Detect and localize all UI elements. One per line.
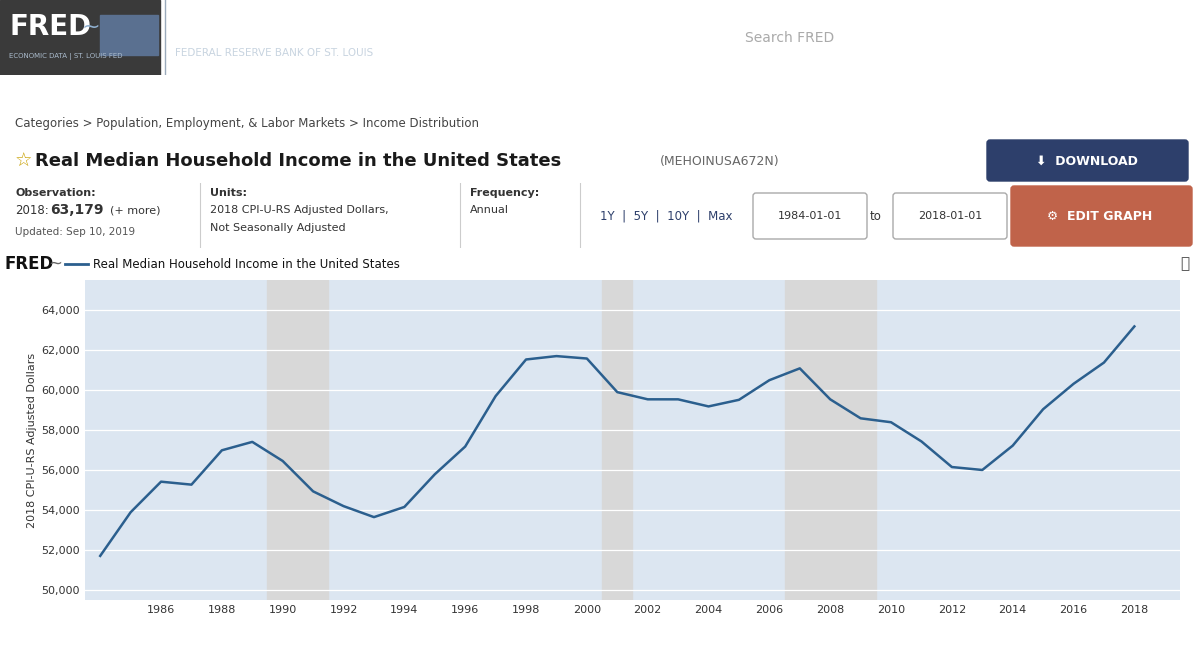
Text: FRED® Economic Data: FRED® Economic Data [14,86,163,99]
Text: ⚙  EDIT GRAPH: ⚙ EDIT GRAPH [1048,209,1153,222]
FancyBboxPatch shape [754,193,866,239]
Text: Updated: Sep 10, 2019: Updated: Sep 10, 2019 [14,227,136,237]
FancyBboxPatch shape [986,140,1188,181]
Text: Real Median Household Income in the United States: Real Median Household Income in the Unit… [35,152,562,170]
Text: Frequency:: Frequency: [470,188,539,198]
Bar [268,280,329,600]
Text: Categories > Population, Employment, & Labor Markets > Income Distribution: Categories > Population, Employment, & L… [14,118,479,131]
Text: Observation:: Observation: [14,188,96,198]
Text: Information Services: Information Services [194,86,317,99]
Text: Annual: Annual [470,205,509,215]
Text: Not Seasonally Adjusted: Not Seasonally Adjusted [210,223,346,233]
Text: About: About [665,86,700,99]
Text: ☆: ☆ [14,151,32,170]
Text: Economists: Economists [560,86,628,99]
Text: 2018:: 2018: [14,203,49,216]
Text: Publications: Publications [346,86,416,99]
Text: 2018 CPI-U-RS Adjusted Dollars,: 2018 CPI-U-RS Adjusted Dollars, [210,205,389,215]
Text: FRED: FRED [10,13,92,41]
Text: 1Y  |  5Y  |  10Y  |  Max: 1Y | 5Y | 10Y | Max [600,209,732,222]
Text: St. Louis Fed Home: St. Louis Fed Home [1072,86,1186,99]
FancyBboxPatch shape [1010,186,1192,246]
Text: 1984-01-01: 1984-01-01 [778,211,842,221]
Y-axis label: 2018 CPI-U-RS Adjusted Dollars: 2018 CPI-U-RS Adjusted Dollars [28,352,37,528]
Text: to: to [870,209,882,222]
Text: 2018-01-01: 2018-01-01 [918,211,982,221]
Text: (+ more): (+ more) [110,205,161,215]
Text: Working Papers: Working Papers [445,86,536,99]
Text: (MEHOINUSA672N): (MEHOINUSA672N) [660,155,780,168]
Text: MY ACCOUNT: MY ACCOUNT [1100,18,1186,31]
Text: ECONOMIC DATA | ST. LOUIS FED: ECONOMIC DATA | ST. LOUIS FED [10,53,122,60]
Text: 63,179: 63,179 [50,203,103,217]
Text: Real Median Household Income in the United States: Real Median Household Income in the Unit… [94,257,400,270]
Text: Search FRED: Search FRED [745,31,834,45]
Text: ~: ~ [82,17,101,37]
Bar [0,0,160,75]
Text: ⤢: ⤢ [1181,257,1189,272]
FancyBboxPatch shape [893,193,1007,239]
Text: FRED: FRED [5,255,54,273]
Text: FEDERAL RESERVE BANK OF ST. LOUIS: FEDERAL RESERVE BANK OF ST. LOUIS [175,48,373,58]
Bar [100,15,158,55]
Text: ECONOMIC RESEARCH: ECONOMIC RESEARCH [175,13,467,37]
Bar [785,280,876,600]
Text: ~: ~ [48,255,62,273]
Bar [730,15,1080,60]
Text: Units:: Units: [210,188,247,198]
Bar [602,280,632,600]
Text: ⬇  DOWNLOAD: ⬇ DOWNLOAD [1036,155,1138,168]
